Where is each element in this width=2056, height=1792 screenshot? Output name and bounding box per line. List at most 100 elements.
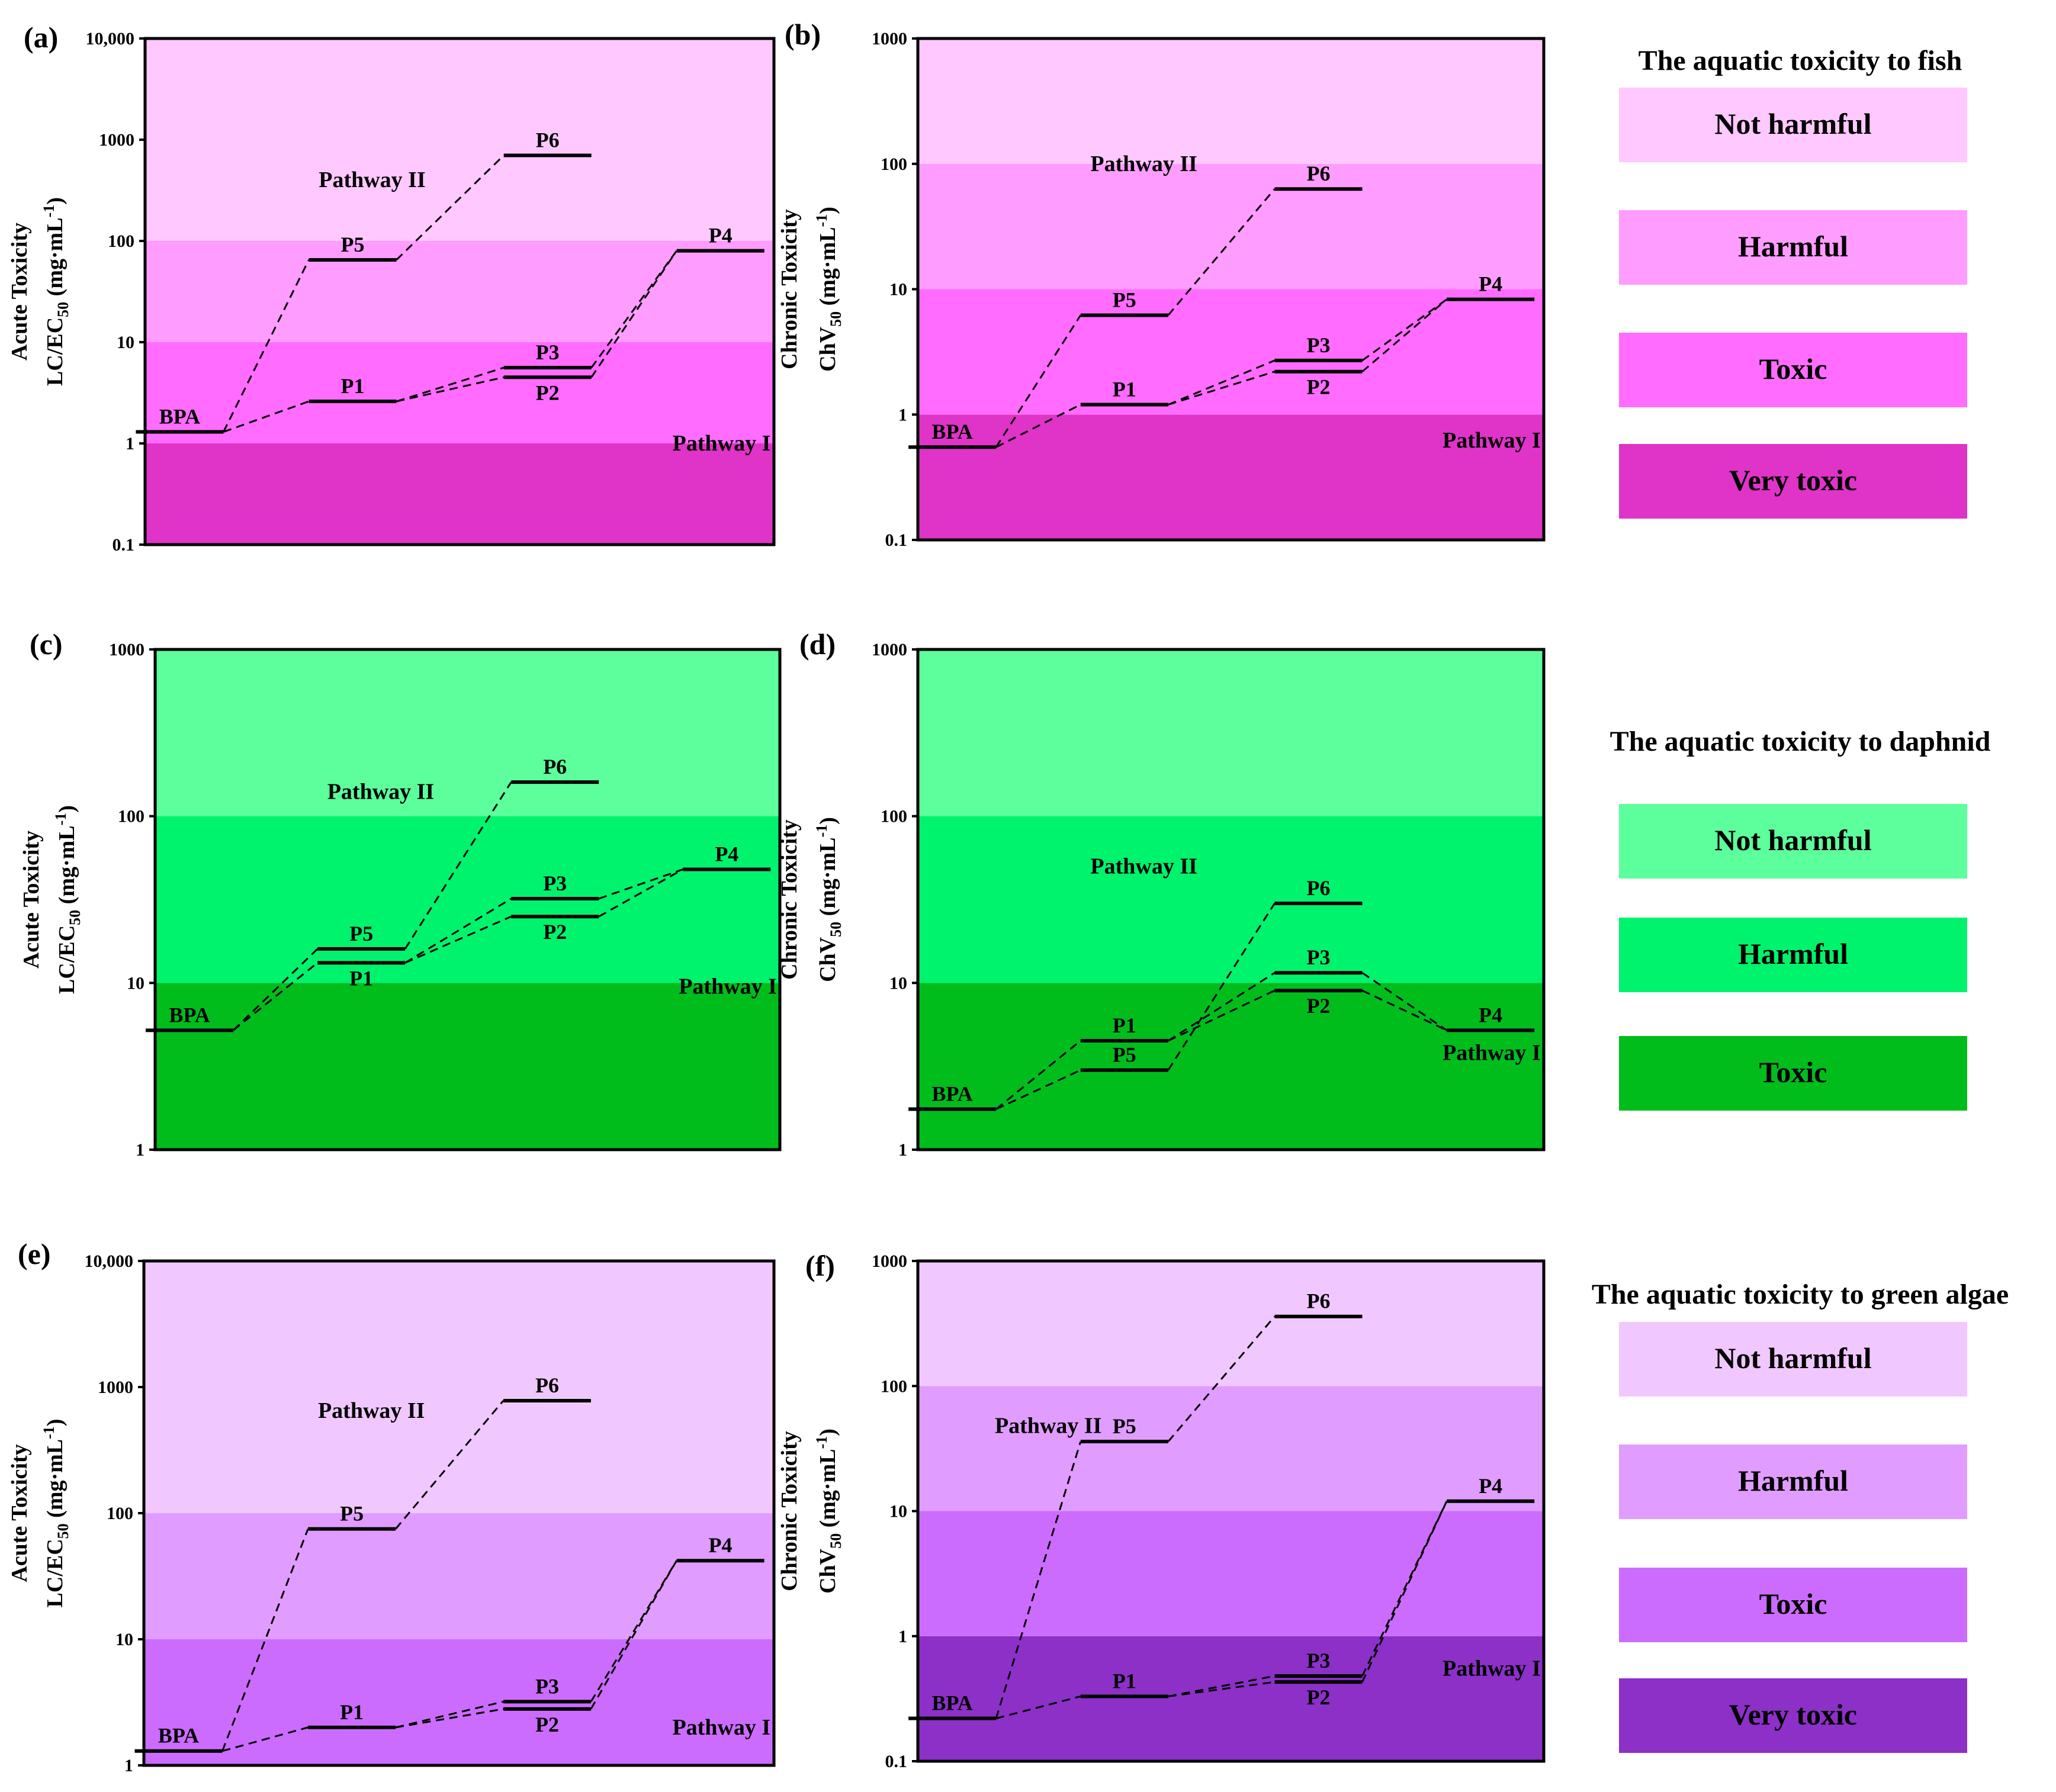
y-axis-label-line2: LC/EC50 (mg·mL-1) (52, 805, 83, 994)
panel-b: 0.1 1 10 100 1000 (b) Chronic Toxicity ChV50 (m… (777, 18, 1546, 550)
pathway-link (1361, 1501, 1448, 1677)
level-label: P5 (1113, 1043, 1136, 1067)
y-tick-label: 10 (889, 280, 907, 300)
panel-e: 1 10 100 1000 10,000 (e) Acute Toxicity LC/EC50… (7, 1237, 776, 1775)
pathway-link (222, 1726, 309, 1752)
y-axis-label-part: LC/EC (54, 925, 79, 994)
level-label: P1 (1113, 1014, 1136, 1037)
toxicity-band (918, 816, 1544, 983)
legend-item-label: Harmful (1738, 1464, 1848, 1497)
pathway-link (590, 250, 677, 378)
y-axis-label-part: LC/EC (43, 317, 68, 386)
y-axis-label-line2: ChV50 (mg·mL-1) (813, 817, 844, 982)
y-tick-label: 0.1 (113, 535, 135, 555)
level-label: BPA (159, 405, 200, 429)
pathway-link (1168, 989, 1276, 1042)
panel-f: 0.1 1 10 100 1000 (f) Chronic Toxicity ChV50 (m… (777, 1249, 1546, 1771)
level-label: BPA (158, 1724, 199, 1748)
pathway-link (1168, 359, 1276, 406)
y-axis-label-part: (mg·mL (815, 227, 840, 311)
legend-swatch (1619, 444, 1967, 519)
y-tick-label: 100 (881, 155, 907, 174)
pathway-label: Pathway I (1443, 1041, 1541, 1066)
y-axis-label-part: -1 (40, 1426, 57, 1439)
toxicity-band (918, 983, 1544, 1150)
pathway-link (995, 314, 1082, 448)
y-axis-label-part: 50 (66, 910, 83, 925)
toxicity-band (918, 163, 1544, 289)
pathway-link (1361, 298, 1448, 362)
y-axis-label-part: (mg·mL (43, 1439, 68, 1523)
pathway-link (1361, 989, 1447, 1031)
y-tick-label: 1000 (109, 640, 144, 659)
y-tick-label: 1000 (99, 130, 134, 150)
y-tick-label: 1 (126, 434, 134, 453)
level-label: BPA (931, 1691, 972, 1715)
pathway-link (598, 868, 683, 900)
pathway-link (396, 155, 505, 261)
y-tick-label: 1000 (872, 1251, 907, 1271)
y-tick-label: 1 (898, 1140, 907, 1160)
pathway-link (223, 400, 309, 433)
pathway-link (995, 404, 1081, 448)
pathway-link (404, 915, 512, 964)
level-label: P6 (536, 128, 560, 152)
y-axis-label-part: ) (815, 1429, 840, 1436)
y-tick-label: 10 (889, 973, 907, 993)
pathway-link (232, 948, 319, 1031)
y-tick-label: 10,000 (85, 1251, 134, 1271)
legend-item-label: Not harmful (1714, 823, 1871, 857)
pathway-link (590, 1560, 677, 1703)
y-axis-label-line1: Acute Toxicity (7, 1444, 32, 1582)
y-axis-label-line1: Chronic Toxicity (777, 209, 802, 369)
panel-label: (b) (785, 18, 821, 51)
panel-label: (c) (30, 628, 63, 661)
y-axis-label-part: (mg·mL (54, 825, 79, 909)
y-axis-label-part: (mg·mL (815, 1449, 840, 1533)
legend-item-label: Not harmful (1714, 1341, 1871, 1375)
panel-label: (d) (799, 628, 836, 661)
legend-swatch (1619, 1322, 1967, 1397)
panel-c: 1 10 100 1000 (c) Acute Toxicity LC/EC50 (mg·m… (19, 628, 782, 1160)
toxicity-band (145, 38, 774, 241)
y-axis-label-line2: LC/EC50 (mg·mL-1) (40, 1419, 72, 1608)
y-axis-label-part: ChV (815, 326, 840, 372)
pathway-label: Pathway I (672, 1715, 770, 1740)
y-axis-label-part: 50 (54, 302, 72, 317)
toxicity-band (918, 38, 1544, 164)
level-label: P5 (340, 1502, 364, 1526)
pathway-link (404, 781, 512, 950)
pathway-label: Pathway II (995, 1414, 1102, 1439)
level-label: P4 (709, 224, 733, 247)
y-tick-label: 1000 (872, 640, 907, 659)
pathway-link (598, 868, 684, 918)
level-label: P6 (543, 755, 567, 778)
level-label: P3 (1306, 945, 1330, 969)
level-label: P4 (1479, 1474, 1502, 1498)
y-axis-label-part: (mg·mL (43, 217, 68, 301)
panel-a: 0.1 1 10 100 1000 10,000 (a) Acute Toxicity LC/E… (7, 21, 776, 555)
level-label: P2 (543, 920, 567, 944)
toxicity-band (918, 1636, 1544, 1761)
y-axis-label-part: ChV (815, 1548, 840, 1594)
y-tick-label: 1 (136, 1140, 144, 1160)
pathway-link (221, 1529, 309, 1752)
y-axis-label-part: (mg·mL (815, 837, 840, 921)
pathway-label: Pathway I (673, 431, 771, 456)
legend-item-label: Harmful (1738, 230, 1848, 263)
y-tick-label: 0.1 (885, 1752, 908, 1771)
level-label: P1 (340, 374, 364, 398)
legend-item-label: Very toxic (1729, 1698, 1857, 1731)
y-tick-label: 1 (124, 1756, 133, 1775)
pathway-link (233, 962, 319, 1031)
y-axis-label-line2: LC/EC50 (mg·mL-1) (40, 197, 72, 386)
pathway-label: Pathway II (1090, 854, 1197, 879)
legend-swatch (1619, 88, 1967, 162)
y-tick-label: 10 (117, 333, 134, 352)
level-label: P6 (1306, 876, 1330, 900)
legend-item-label: Toxic (1759, 352, 1827, 385)
level-label: P4 (1479, 1003, 1502, 1027)
level-label: P4 (715, 842, 738, 866)
pathway-label: Pathway II (318, 1398, 425, 1423)
level-label: P6 (1306, 162, 1330, 185)
